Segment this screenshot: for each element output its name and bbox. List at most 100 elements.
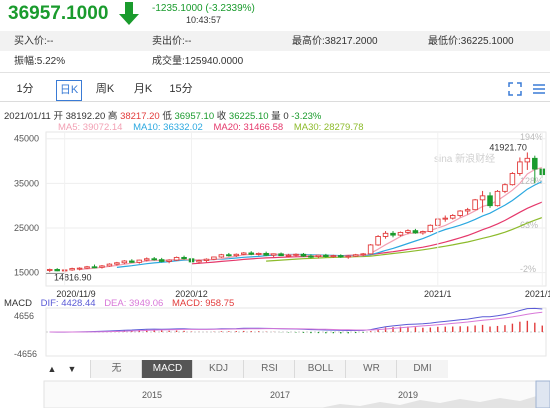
y-tick-label: 45000	[14, 134, 39, 144]
macd-title: MACD	[4, 298, 32, 309]
ma30-label: MA30: 28279.78	[293, 122, 364, 133]
y-tick-label: 25000	[14, 223, 39, 233]
candle-body	[390, 232, 396, 236]
dea-label: DEA: 3949.06	[104, 298, 164, 309]
indicator-boll[interactable]: BOLL	[294, 360, 346, 378]
quote-time: 10:43:57	[186, 15, 222, 25]
candle-body	[173, 256, 180, 261]
candle-body	[315, 254, 322, 257]
right-pct-label: -2%	[520, 264, 536, 274]
candle-body	[323, 254, 329, 257]
candle-body	[375, 236, 381, 246]
candle-body	[285, 254, 292, 257]
timeline-range-handle	[535, 380, 550, 408]
indicator-kdj[interactable]: KDJ	[192, 360, 244, 378]
period-tabs: 1分 日K 周K 月K 15分	[0, 77, 550, 102]
ma5-line	[79, 166, 543, 270]
candle-body	[99, 265, 105, 268]
quote-info-row-2: 振幅:5.22% 成交量:125940.0000	[0, 51, 550, 73]
candle-body	[181, 256, 187, 260]
ma10-label: MA10: 36332.02	[133, 122, 203, 133]
candle-body	[158, 259, 165, 262]
open-value: 38192.20	[65, 111, 106, 122]
candle-body	[494, 190, 501, 207]
candle-body	[84, 266, 90, 269]
y-tick-label: 35000	[14, 178, 39, 188]
candle-body	[532, 157, 538, 170]
candle-body	[278, 253, 284, 257]
current-price: 36957.1000	[8, 3, 109, 24]
candle-body	[211, 256, 217, 260]
indicator-dmi[interactable]: DMI	[396, 360, 448, 378]
bid-price: 买入价:--	[14, 36, 54, 47]
ohlc-readout: 2021/01/11 开 38192.20 高 38217.20 低 36957…	[4, 108, 321, 122]
timeline-year-label: 2017	[270, 390, 290, 400]
fullscreen-icon[interactable]	[508, 82, 522, 96]
candle-body	[345, 255, 352, 258]
candle-body	[397, 231, 404, 236]
dif-label: DIF: 4428.44	[40, 298, 96, 309]
candle-body	[54, 269, 60, 272]
min-price-annotation: 14816.90	[54, 272, 92, 282]
vol-label: 量	[271, 111, 281, 122]
ma30-line	[266, 216, 543, 262]
candle-body	[442, 217, 449, 220]
candle-body	[300, 253, 307, 257]
timeline-area	[320, 392, 548, 408]
candle-body	[367, 244, 374, 255]
candle-body	[330, 255, 337, 258]
high-value: 38217.20	[120, 111, 160, 122]
candle-body	[464, 209, 471, 212]
close-value: 36225.10	[228, 111, 269, 122]
vol-value: 0	[283, 111, 289, 122]
candle-body	[270, 253, 277, 256]
menu-icon[interactable]	[532, 82, 546, 96]
indicator-rsi[interactable]: RSI	[243, 360, 295, 378]
ohlc-date: 2021/01/11	[4, 111, 51, 122]
macd-tick-label: 4656	[14, 311, 34, 321]
candle-body	[69, 268, 75, 271]
volume: 成交量:125940.0000	[152, 56, 244, 67]
quote-info-row-1: 买入价:-- 卖出价:-- 最高价:38217.2000 最低价:36225.1…	[0, 31, 550, 52]
ma-legend: MA5: 39072.14 MA10: 36332.02 MA20: 31466…	[58, 122, 372, 133]
y-tick-label: 15000	[14, 268, 39, 278]
scroll-up-button[interactable]: ▲	[47, 364, 57, 374]
dea-line	[49, 311, 543, 333]
high-label: 高	[107, 111, 118, 122]
tab-15min[interactable]: 15分	[169, 83, 193, 95]
candle-body	[502, 184, 508, 192]
ask-price: 卖出价:--	[152, 36, 192, 47]
candle-body	[226, 254, 232, 257]
macd-legend: MACD DIF: 4428.44 DEA: 3949.06 MACD: 958…	[4, 298, 240, 309]
amplitude: 振幅:5.22%	[14, 56, 66, 67]
indicator-none[interactable]: 无	[90, 360, 142, 378]
tab-weekly[interactable]: 周K	[95, 83, 115, 95]
candle-body	[196, 260, 202, 263]
indicator-macd[interactable]: MACD	[141, 360, 193, 378]
tab-monthly[interactable]: 月K	[133, 83, 153, 95]
right-pct-label: 194%	[520, 132, 543, 142]
candle-body	[143, 258, 150, 261]
price-change: -1235.1000 (-3.2339%)	[152, 3, 255, 14]
candle-body	[412, 230, 419, 234]
candle-body	[509, 173, 516, 186]
down-arrow-icon	[119, 2, 139, 25]
candle-body	[352, 254, 359, 257]
candle-body	[524, 157, 531, 163]
plot-frame	[45, 131, 547, 287]
candle-body	[449, 215, 456, 219]
candle-body	[166, 259, 172, 262]
candle-body	[427, 224, 434, 232]
candle-body	[479, 195, 486, 201]
indicator-wr[interactable]: WR	[345, 360, 397, 378]
candle-body	[203, 258, 210, 262]
right-pct-label: 128%	[520, 176, 543, 186]
candle-body	[487, 195, 493, 207]
tab-1min[interactable]: 1分	[16, 83, 34, 95]
tab-daily[interactable]: 日K	[56, 80, 82, 101]
close-label: 收	[216, 111, 227, 122]
candle-body	[136, 259, 143, 263]
candle-body	[293, 253, 299, 256]
scroll-down-button[interactable]: ▼	[67, 364, 77, 374]
candle-body	[121, 260, 128, 264]
